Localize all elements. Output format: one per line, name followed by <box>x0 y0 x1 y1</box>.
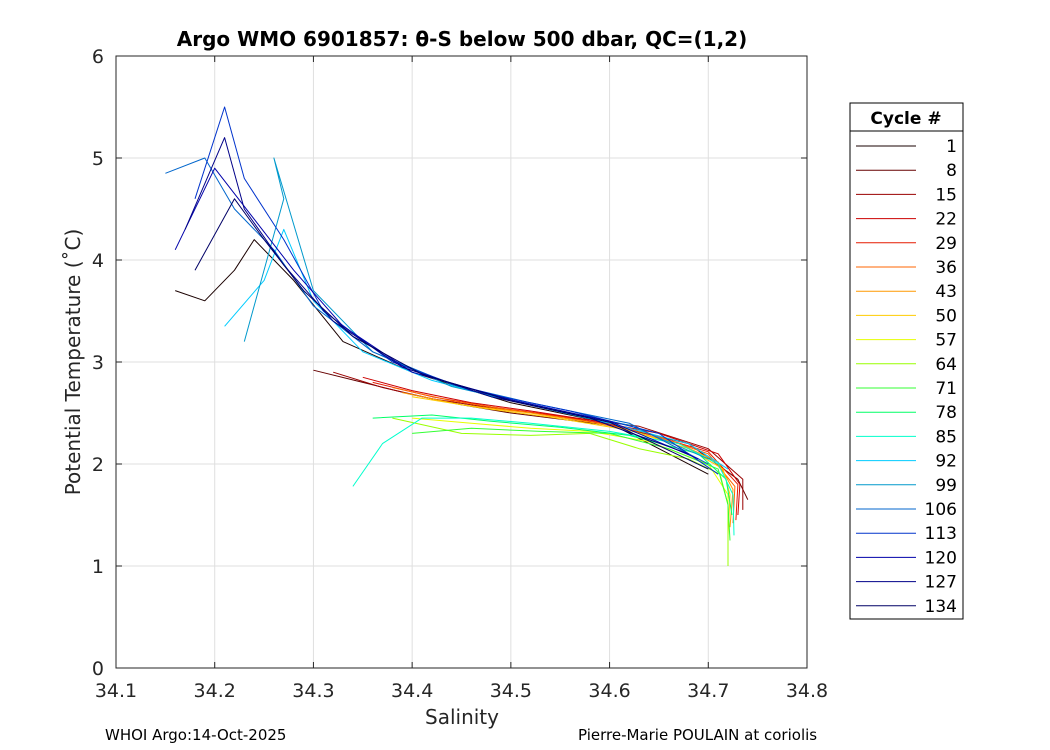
x-tick-label: 34.1 <box>95 680 137 702</box>
x-tick-label: 34.8 <box>786 680 828 702</box>
series-line-cycle-57 <box>412 417 729 546</box>
legend-label-22: 22 <box>935 210 957 230</box>
y-axis-label: Potential Temperature (˚C) <box>61 229 85 496</box>
x-tick-label: 34.4 <box>391 680 433 702</box>
legend-label-106: 106 <box>925 500 957 520</box>
legend-label-15: 15 <box>935 185 957 205</box>
x-tick-label: 34.6 <box>588 680 630 702</box>
legend-label-50: 50 <box>935 306 957 326</box>
series-layer <box>165 106 749 566</box>
legend-label-92: 92 <box>935 452 957 472</box>
footer-credit-left: WHOI Argo:14-Oct-2025 <box>105 726 287 744</box>
legend-label-57: 57 <box>935 331 957 351</box>
y-tick-label: 4 <box>92 250 104 272</box>
series-line-cycle-85 <box>352 417 735 536</box>
series-line-cycle-134 <box>194 198 709 470</box>
y-tick-label: 3 <box>92 352 104 374</box>
series-line-cycle-50 <box>412 396 731 536</box>
legend-label-43: 43 <box>935 282 957 302</box>
legend-label-99: 99 <box>935 476 957 496</box>
x-tick-label: 34.5 <box>490 680 532 702</box>
series-line-cycle-71 <box>412 427 731 541</box>
legend-label-78: 78 <box>935 403 957 423</box>
legend: Cycle # 18152229364350576471788592991061… <box>849 102 964 620</box>
legend-label-120: 120 <box>925 548 957 568</box>
legend-label-29: 29 <box>935 234 957 254</box>
y-tick-label: 5 <box>92 148 104 170</box>
legend-title: Cycle # <box>870 109 941 129</box>
y-tick-label: 1 <box>92 556 104 578</box>
legend-label-8: 8 <box>946 161 957 181</box>
legend-label-85: 85 <box>935 427 957 447</box>
footer-credit-right: Pierre-Marie POULAIN at coriolis <box>578 726 818 744</box>
x-tick-label: 34.2 <box>194 680 236 702</box>
y-tick-label: 2 <box>92 454 104 476</box>
series-line-cycle-22 <box>362 376 741 516</box>
legend-label-64: 64 <box>935 355 957 375</box>
x-tick-label: 34.7 <box>687 680 729 702</box>
x-tick-label: 34.3 <box>292 680 334 702</box>
x-axis-ticks: 34.1 34.2 34.3 34.4 34.5 34.6 34.7 34.8 <box>95 56 828 702</box>
y-axis-ticks: 0 1 2 3 4 5 6 <box>92 46 807 680</box>
series-line-cycle-78 <box>372 414 733 516</box>
legend-label-134: 134 <box>925 597 957 617</box>
chart-title: Argo WMO 6901857: θ-S below 500 dbar, QC… <box>177 27 747 51</box>
legend-label-1: 1 <box>946 137 957 157</box>
series-line-cycle-1 <box>175 239 709 475</box>
y-tick-label: 0 <box>92 658 104 680</box>
legend-entries: 1 8 15 22 29 36 43 50 57 64 71 78 85 92 99 106 113 120 127… <box>856 137 957 617</box>
legend-label-113: 113 <box>925 524 957 544</box>
legend-label-127: 127 <box>925 573 957 593</box>
series-line-cycle-120 <box>174 167 699 460</box>
y-tick-label: 6 <box>92 46 104 68</box>
legend-label-36: 36 <box>935 258 957 278</box>
legend-label-71: 71 <box>935 379 957 399</box>
x-axis-label: Salinity <box>425 705 499 729</box>
